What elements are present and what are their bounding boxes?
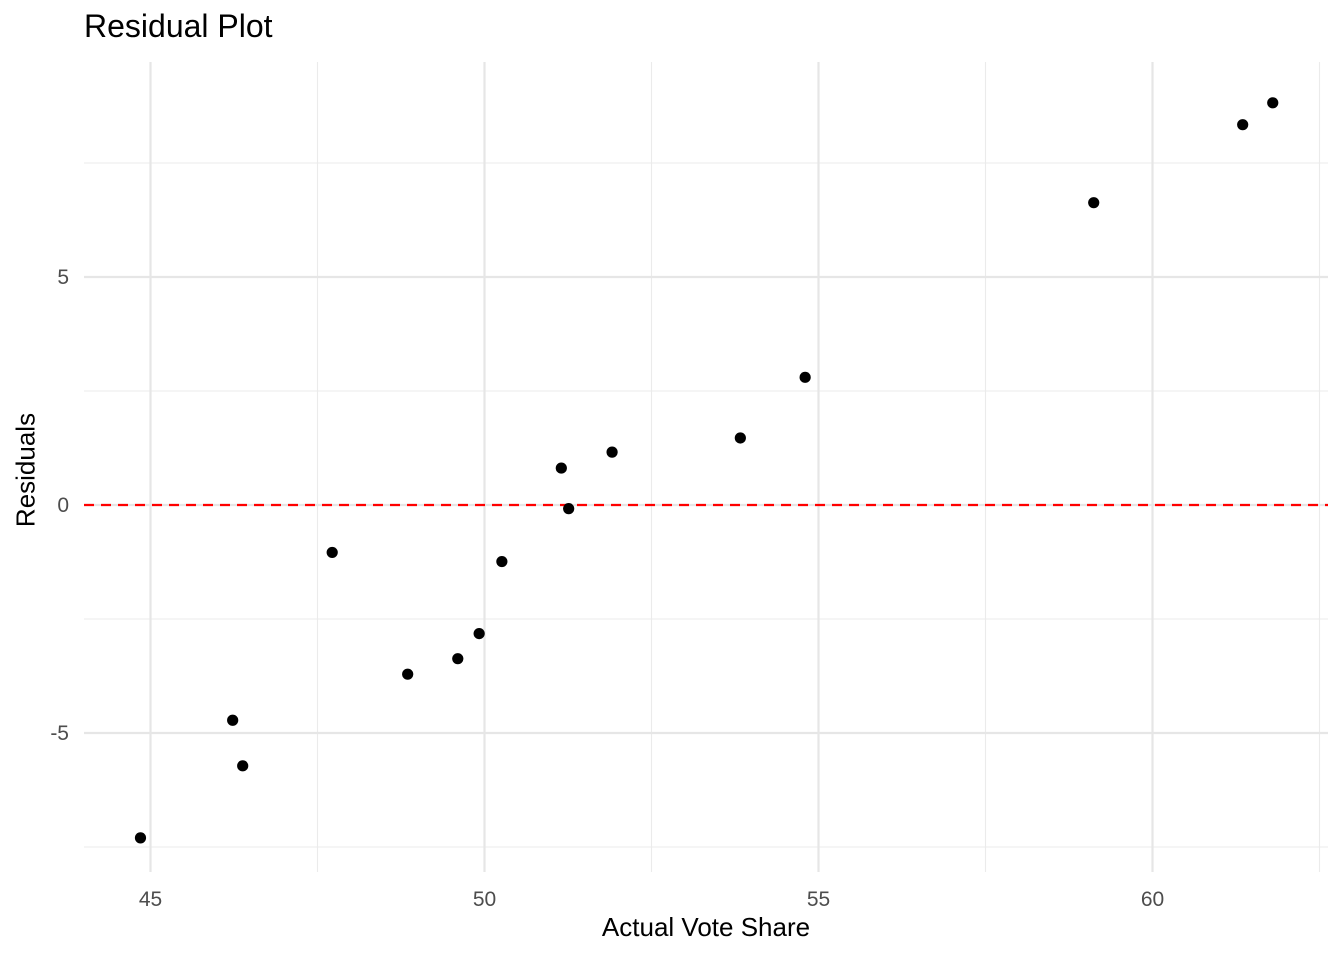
data-point	[563, 503, 575, 515]
data-point	[227, 714, 239, 726]
x-tick-label: 60	[1141, 888, 1164, 911]
data-point	[402, 668, 414, 680]
x-axis-label: Actual Vote Share	[601, 912, 811, 942]
data-point	[326, 546, 338, 559]
x-tick-label: 45	[139, 888, 162, 911]
y-tick-label: 5	[57, 266, 69, 289]
data-point	[1267, 97, 1279, 109]
x-axis-ticks: 45 50 55 60	[139, 888, 1164, 911]
major-gridlines	[84, 62, 1328, 872]
data-point	[555, 462, 567, 474]
data-point	[237, 760, 249, 772]
data-point	[1237, 119, 1249, 131]
y-axis-label: Residuals	[10, 412, 41, 528]
data-point	[799, 371, 811, 383]
minor-gridlines	[84, 62, 1328, 872]
data-point	[1088, 197, 1100, 209]
data-point	[473, 627, 485, 640]
data-point	[496, 555, 508, 568]
data-points	[134, 97, 1279, 844]
data-point	[134, 832, 147, 844]
y-tick-label: 0	[57, 494, 69, 517]
chart-title: Residual Plot	[84, 8, 273, 44]
y-tick-label: -5	[50, 722, 69, 745]
data-point	[452, 653, 464, 665]
y-axis-ticks: -5 0 5	[50, 266, 69, 745]
data-point	[734, 432, 746, 444]
x-tick-label: 50	[473, 888, 496, 911]
x-tick-label: 55	[807, 888, 830, 911]
data-point	[606, 446, 618, 458]
